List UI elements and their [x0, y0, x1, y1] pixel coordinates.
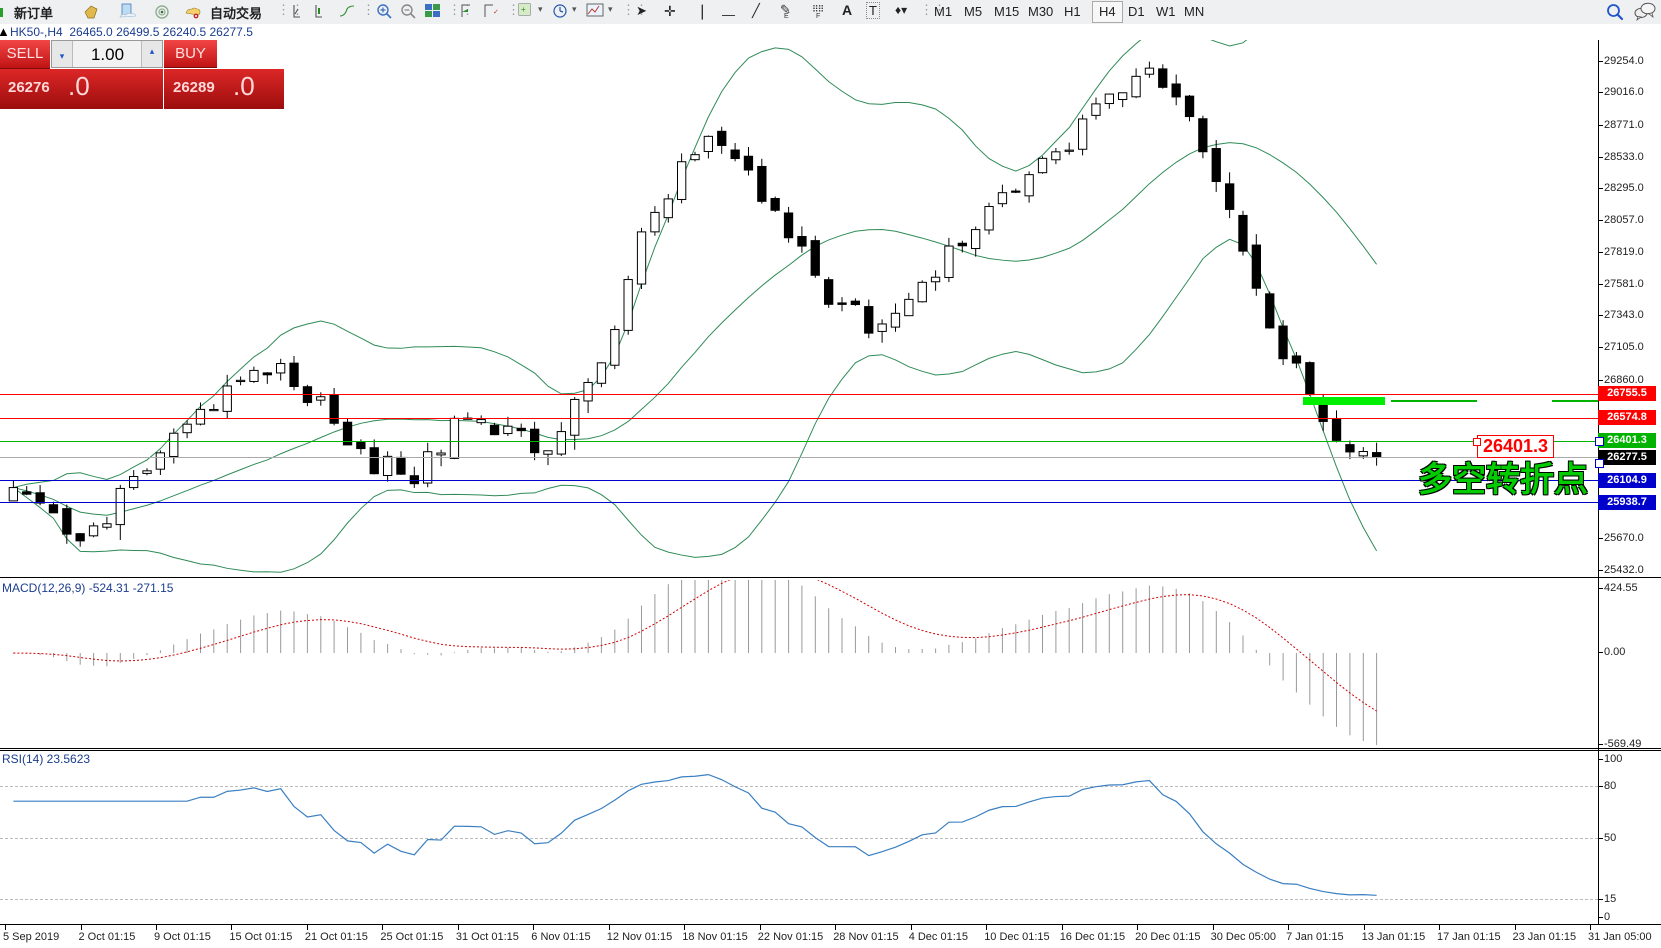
- svg-text:✓: ✓: [493, 9, 499, 16]
- svg-text:+: +: [521, 5, 526, 14]
